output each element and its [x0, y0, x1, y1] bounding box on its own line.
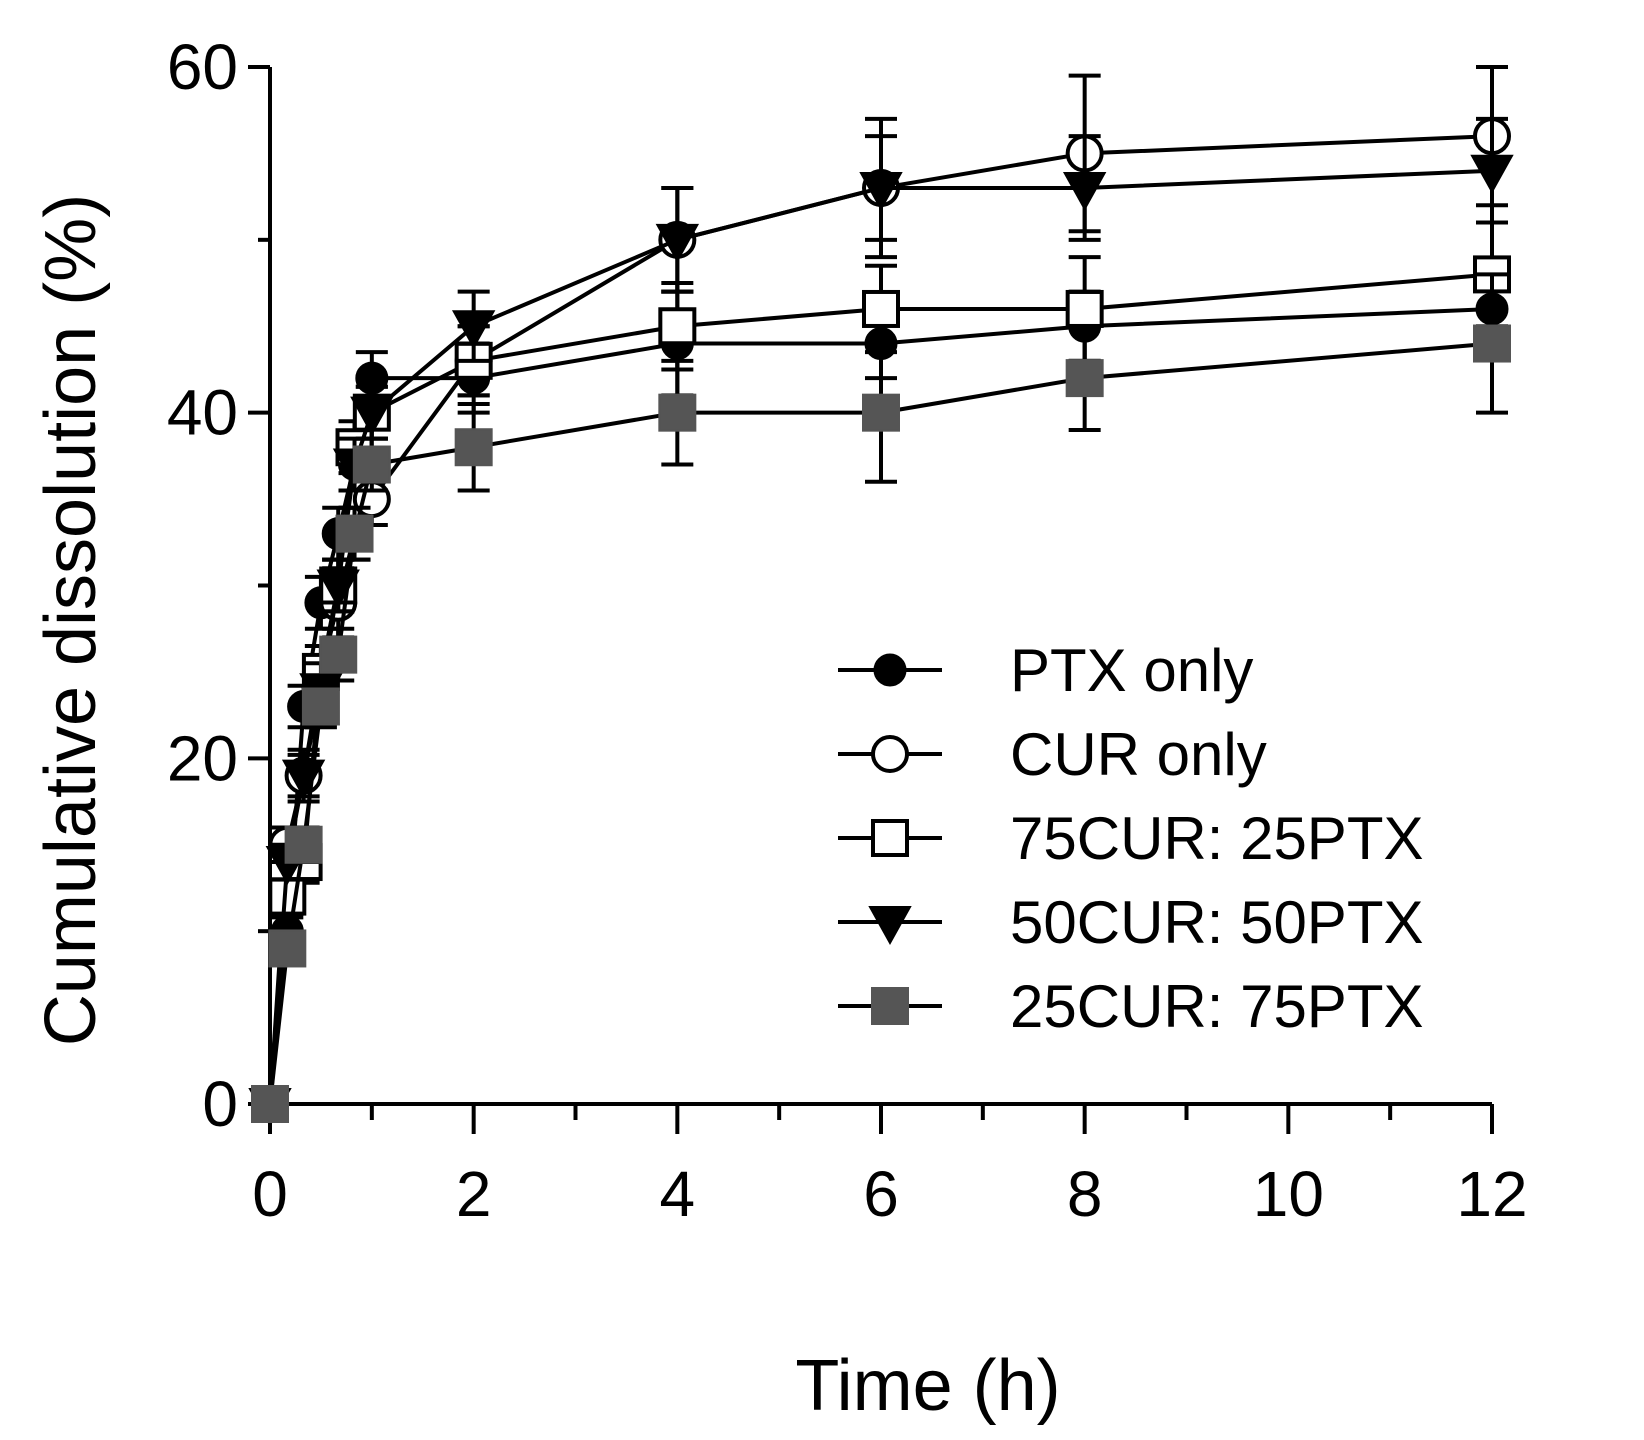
data-point — [862, 289, 900, 328]
legend-item: 50CUR: 50PTX — [838, 889, 1424, 956]
legend-label: 50CUR: 50PTX — [1010, 889, 1424, 956]
legend-item: CUR only — [838, 721, 1267, 788]
legend-marker — [871, 735, 909, 773]
data-point — [1473, 324, 1511, 363]
legend-label: CUR only — [1010, 721, 1267, 788]
y-tick-label: 20 — [167, 722, 238, 794]
data-point — [350, 396, 394, 436]
legend-item: 75CUR: 25PTX — [838, 805, 1424, 872]
data-point — [268, 929, 307, 968]
x-tick-label: 8 — [1067, 1158, 1103, 1230]
x-tick-label: 4 — [660, 1158, 696, 1230]
x-axis-ticks: 0 2 4 6 8 10 12 — [252, 1104, 1528, 1230]
y-axis-title: Cumulative dissolution (%) — [31, 194, 111, 1046]
legend-label: 25CUR: 75PTX — [1010, 973, 1424, 1040]
data-point — [1062, 171, 1107, 212]
y-tick-label: 40 — [167, 377, 238, 449]
plot-series — [248, 65, 1514, 1128]
legend: PTX only CUR only 75CUR: 25PTX 50CUR: 50PTX… — [838, 637, 1424, 1040]
data-point — [862, 393, 900, 432]
data-point — [1470, 154, 1514, 194]
x-tick-label: 10 — [1253, 1158, 1324, 1230]
series-5 — [251, 272, 1511, 1123]
legend-marker — [871, 987, 909, 1025]
data-point — [658, 393, 697, 432]
data-point — [284, 825, 323, 864]
data-point — [859, 171, 903, 212]
legend-marker — [873, 653, 907, 687]
legend-item: 25CUR: 75PTX — [838, 973, 1424, 1040]
data-point — [352, 445, 391, 484]
x-axis-title: Time (h) — [795, 1346, 1060, 1426]
x-tick-label: 0 — [252, 1158, 288, 1230]
data-point — [655, 223, 700, 263]
data-point — [1065, 359, 1104, 398]
y-tick-label: 0 — [202, 1068, 238, 1140]
x-tick-label: 12 — [1456, 1158, 1527, 1230]
data-point — [454, 428, 493, 467]
data-point — [451, 310, 496, 350]
data-point — [251, 1085, 289, 1123]
x-tick-label: 6 — [863, 1158, 899, 1230]
x-tick-label: 2 — [456, 1158, 492, 1230]
data-point — [658, 307, 697, 346]
legend-marker — [871, 819, 909, 857]
legend-item: PTX only — [838, 637, 1253, 704]
legend-label: PTX only — [1010, 637, 1253, 704]
legend-marker — [868, 906, 912, 946]
legend-label: 75CUR: 25PTX — [1010, 805, 1424, 872]
data-point — [301, 687, 340, 726]
data-point — [319, 635, 358, 674]
y-tick-label: 60 — [167, 31, 238, 103]
data-point — [335, 514, 374, 553]
y-axis-ticks: 0 20 40 60 — [167, 31, 270, 1140]
data-point — [1065, 289, 1104, 328]
